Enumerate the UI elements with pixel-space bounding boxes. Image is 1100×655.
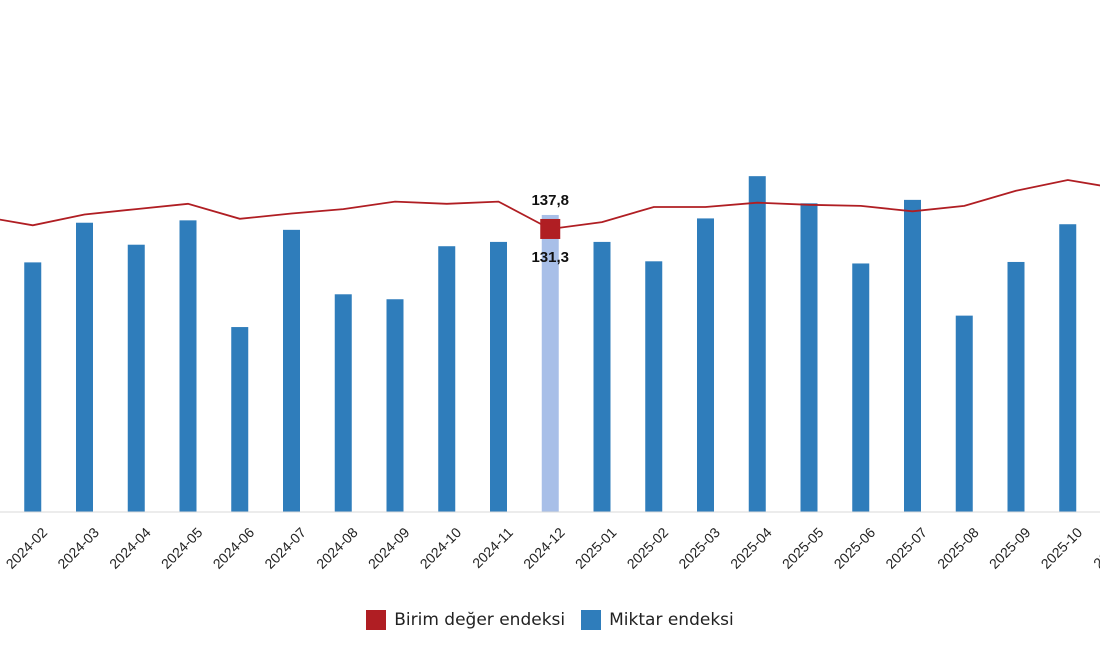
x-tick-label: 2025-09 [986, 524, 1034, 572]
bar-2025-09 [1007, 261, 1025, 512]
legend-item-miktar[interactable]: Miktar endeksi [581, 610, 734, 630]
x-tick-label: 2024-06 [210, 524, 258, 572]
x-tick-label: 2025-03 [675, 524, 723, 572]
x-tick-label: 2025-06 [831, 524, 879, 572]
x-tick-label: 2025-08 [934, 524, 982, 572]
x-tick-label: 2024-09 [365, 524, 413, 572]
legend-item-birim-deger[interactable]: Birim değer endeksi [366, 610, 565, 630]
line-marker-2024-12 [540, 218, 561, 239]
x-tick-label: 2025-05 [779, 524, 827, 572]
bar-2024-06 [231, 327, 249, 512]
bar-2024-10 [438, 246, 456, 512]
x-tick-label: 2024-04 [106, 524, 154, 572]
x-tick-label: 2024-07 [261, 524, 309, 572]
bar-2024-12 [541, 214, 559, 512]
bar-2025-03 [697, 218, 714, 512]
legend-swatch-birim-deger [366, 610, 387, 630]
bar-2025-07 [904, 199, 921, 512]
x-tick-label: 2024-02 [3, 524, 51, 572]
x-tick-label: 2025-11 [1090, 524, 1100, 571]
x-tick-label: 2024-10 [417, 524, 465, 572]
bar-2025-10 [1059, 224, 1077, 512]
x-tick-label: 2025-10 [1038, 524, 1086, 572]
bar-2025-04 [748, 176, 766, 513]
x-tick-label: 2024-03 [54, 524, 102, 572]
bar-2024-09 [386, 299, 404, 512]
data-label-miktar: 137,8 [531, 192, 569, 209]
bar-2024-08 [334, 294, 352, 512]
legend: Birim değer endeksi Miktar endeksi [0, 610, 1100, 630]
bar-2024-05 [179, 220, 197, 512]
bar-2025-06 [852, 263, 870, 512]
data-label-birim-deger: 131,3 [531, 249, 569, 266]
bar-2024-03 [76, 222, 93, 513]
x-tick-label: 2024-08 [313, 524, 361, 572]
bar-2025-08 [955, 315, 973, 512]
x-tick-label: 2024-12 [520, 524, 568, 572]
x-tick-label: 2025-04 [727, 524, 775, 572]
bar-2025-01 [593, 241, 611, 513]
x-tick-label: 2025-07 [882, 524, 930, 572]
legend-label-birim-deger: Birim değer endeksi [394, 610, 566, 630]
bar-2025-05 [800, 203, 818, 512]
x-tick-label: 2024-11 [469, 524, 516, 571]
bar-2024-11 [490, 241, 507, 513]
legend-swatch-miktar [581, 610, 602, 630]
bar-2024-02 [24, 262, 42, 512]
x-tick-label: 2024-05 [158, 524, 206, 572]
bar-2024-07 [283, 229, 300, 513]
legend-label-miktar: Miktar endeksi [609, 610, 734, 630]
x-tick-label: 2025-02 [624, 524, 672, 572]
bar-2024-04 [127, 244, 145, 512]
bar-2025-02 [645, 261, 663, 512]
x-tick-label: 2025-01 [572, 524, 620, 572]
